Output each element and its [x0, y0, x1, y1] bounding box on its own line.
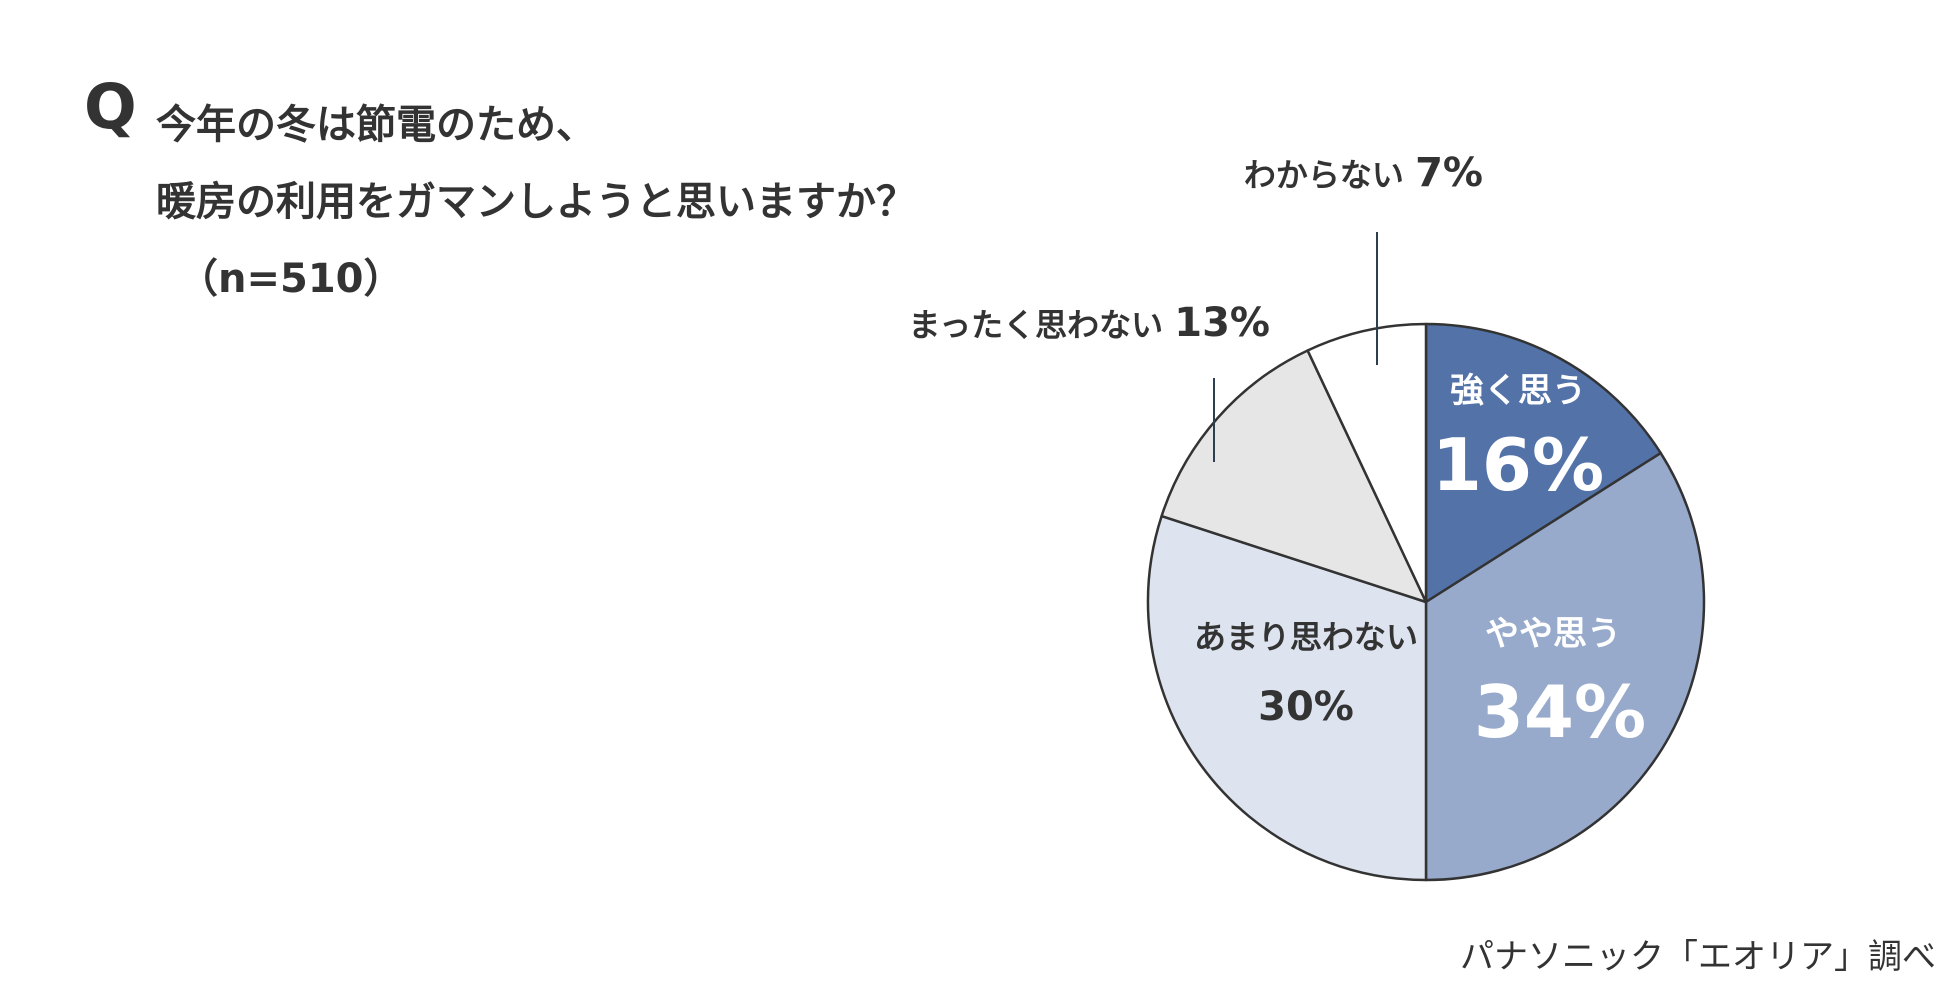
question-text: 今年の冬は節電のため、 暖房の利用をガマンしようと思いますか？ （n=510）: [156, 105, 916, 336]
question-mark: Q: [84, 70, 137, 143]
slice-label-1: 強く思う: [1450, 371, 1586, 411]
slice-label-2: やや思う: [1485, 614, 1621, 654]
slice-callout-5: わからない 7%: [1244, 150, 1483, 196]
pie-slice-3: [1146, 514, 1428, 882]
pie-slice-2: [1424, 451, 1706, 882]
question-line-2: 暖房の利用をガマンしようと思いますか？: [156, 179, 916, 225]
pie-slice-1: [1424, 322, 1662, 604]
pie-slice-4: [1160, 349, 1428, 604]
slice-value-1: 16%: [1432, 423, 1604, 507]
question-line-1: 今年の冬は節電のため、: [156, 102, 596, 148]
slice-value-2: 34%: [1474, 670, 1646, 754]
pie-slice-5: [1306, 322, 1428, 604]
slice-callout-4: まったく思わない 13%: [908, 300, 1270, 346]
slice-value-3: 30%: [1258, 684, 1354, 730]
slice-label-3: あまり思わない: [1194, 618, 1418, 656]
source-note: パナソニック「エオリア」調べ: [1460, 937, 1936, 977]
sample-size: （n=510）: [178, 256, 404, 302]
